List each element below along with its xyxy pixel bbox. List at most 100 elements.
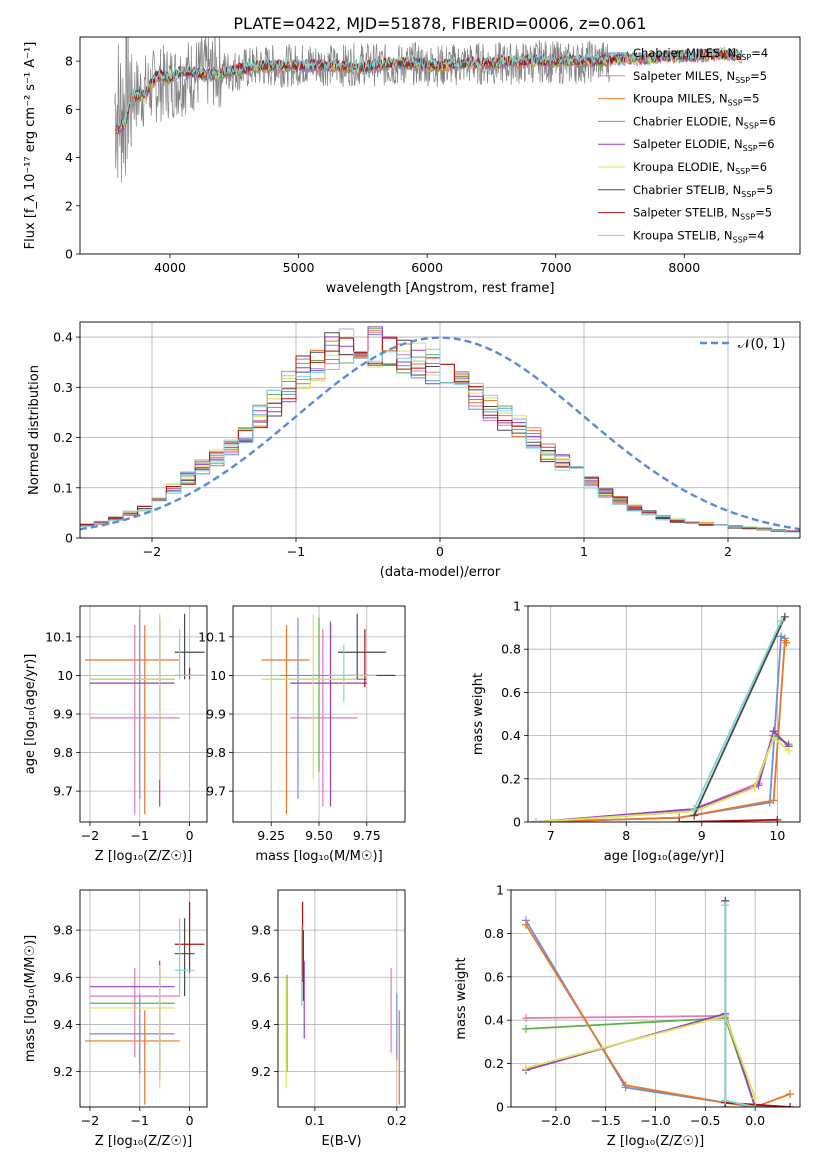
series-point-marker bbox=[777, 617, 786, 626]
x-tick-label: 0.1 bbox=[305, 1113, 325, 1128]
legend-subscript: SSP bbox=[735, 167, 750, 176]
y-tick-label: 0 bbox=[65, 247, 73, 262]
y-tick-label: 9.9 bbox=[53, 707, 73, 722]
y-tick-label: 9.9 bbox=[206, 707, 226, 722]
series-point-marker bbox=[675, 818, 684, 822]
x-axis-label: (data-model)/error bbox=[380, 565, 501, 580]
weight-series-line bbox=[535, 729, 790, 822]
weight-series-line bbox=[535, 634, 786, 822]
y-tick-label: 0.2 bbox=[53, 430, 73, 445]
y-tick-label: 1 bbox=[513, 599, 521, 614]
y-tick-label: 0 bbox=[513, 815, 521, 830]
legend-subscript: SSP bbox=[741, 190, 756, 199]
series-point-marker bbox=[531, 818, 540, 822]
y-tick-label: 0.4 bbox=[53, 330, 73, 345]
x-tick-label: 6000 bbox=[411, 260, 443, 275]
axes-frame bbox=[277, 889, 406, 1108]
histogram-steps bbox=[80, 348, 800, 533]
plot-area-weight-vs-age bbox=[531, 612, 793, 822]
y-tick-label: 0.4 bbox=[501, 728, 521, 743]
x-axis-label: age [log₁₀(age/yr)] bbox=[604, 849, 725, 864]
y-tick-label: 10.1 bbox=[198, 629, 226, 644]
y-tick-label: 6 bbox=[65, 102, 73, 117]
y-axis-label: mass [log₁₀(M/M☉)] bbox=[23, 935, 38, 1062]
weight-series-line bbox=[525, 1015, 726, 1019]
y-tick-label: 0.6 bbox=[501, 685, 521, 700]
x-tick-label: 9.75 bbox=[353, 828, 381, 843]
plot-area-mass-vs-EBV bbox=[285, 901, 400, 1105]
series-point-marker bbox=[769, 733, 778, 742]
x-tick-label: 0 bbox=[186, 828, 194, 843]
series-point-marker bbox=[751, 1103, 760, 1107]
y-tick-label: 8 bbox=[65, 54, 73, 69]
legend-label: Salpeter ELODIE, NSSP=6 bbox=[633, 137, 775, 153]
y-tick-label: 9.8 bbox=[53, 923, 73, 938]
y-tick-label: 9.2 bbox=[53, 1064, 73, 1079]
plot-area-age-vs-Z bbox=[84, 609, 205, 815]
axes-frame bbox=[79, 605, 208, 823]
plot-area-mass-vs-Z bbox=[84, 901, 205, 1105]
panel-age-vs-mass: 9.25 9.50 9.75 9.7 9.8 9.9 10 10.1 mass [log₁₀(M… bbox=[198, 605, 406, 864]
x-tick-label: 2 bbox=[724, 544, 732, 559]
legend-suffix: =4 bbox=[748, 228, 765, 242]
y-tick-label: 9.7 bbox=[206, 784, 226, 799]
x-tick-label: 0.0 bbox=[745, 1113, 765, 1128]
x-tick-label: 4000 bbox=[154, 260, 186, 275]
y-tick-label: 9.7 bbox=[53, 784, 73, 799]
y-tick-label: 1 bbox=[496, 883, 504, 898]
x-axis-label: wavelength [Angstrom, rest frame] bbox=[326, 281, 555, 296]
y-tick-label: 0.8 bbox=[484, 926, 504, 941]
y-tick-label: 9.4 bbox=[251, 1017, 271, 1032]
series-point-marker bbox=[521, 1014, 530, 1023]
y-tick-label: 9.8 bbox=[53, 745, 73, 760]
series-point-marker bbox=[777, 632, 786, 641]
y-tick-label: 0 bbox=[496, 1100, 504, 1115]
legend-subscript: SSP bbox=[744, 121, 759, 130]
y-axis-label: Normed distribution bbox=[27, 365, 42, 495]
x-tick-label: 8 bbox=[622, 828, 630, 843]
x-tick-label: −2 bbox=[81, 1113, 99, 1128]
series-point-marker bbox=[773, 815, 782, 822]
y-axis-label: mass weight bbox=[454, 957, 469, 1039]
weight-series-line bbox=[535, 638, 788, 822]
x-tick-label: 9.50 bbox=[305, 828, 333, 843]
y-tick-label: 0.1 bbox=[53, 480, 73, 495]
weight-series-line bbox=[525, 1014, 757, 1099]
weight-series-line bbox=[535, 729, 790, 822]
legend-suffix: =4 bbox=[751, 46, 768, 60]
x-tick-label: −2 bbox=[81, 828, 99, 843]
axes-frame bbox=[79, 889, 208, 1108]
x-axis-label: Z [log₁₀(Z/Z☉)] bbox=[607, 1134, 704, 1149]
x-tick-label: −1 bbox=[131, 828, 149, 843]
weight-series-line bbox=[693, 616, 786, 816]
x-tick-label: 5000 bbox=[283, 260, 315, 275]
legend-suffix: =5 bbox=[756, 183, 773, 197]
x-tick-label: 9 bbox=[698, 828, 706, 843]
panel-spectrum: 4000 5000 6000 7000 8000 0 2 4 6 8 wavelength [Ang… bbox=[23, 36, 801, 296]
x-tick-label: 1 bbox=[580, 544, 588, 559]
legend-suffix: =5 bbox=[743, 92, 760, 106]
figure-title: PLATE=0422, MJD=51878, FIBERID=0006, z=0… bbox=[233, 14, 646, 33]
weight-series-line bbox=[525, 919, 790, 1107]
y-tick-label: 4 bbox=[65, 150, 73, 165]
weight-series-line bbox=[724, 905, 756, 1107]
legend-suffix: =6 bbox=[750, 160, 767, 174]
y-tick-label: 0.4 bbox=[484, 1013, 504, 1028]
legend-label: Kroupa ELODIE, NSSP=6 bbox=[633, 160, 767, 176]
panel-residuals: −2 −1 0 1 2 0 0.1 0.2 0.3 0.4 (data-model)/error No… bbox=[27, 321, 801, 580]
x-tick-label: −2.0 bbox=[541, 1113, 571, 1128]
y-tick-label: 10 bbox=[210, 668, 226, 683]
series-point-marker bbox=[721, 1096, 730, 1105]
y-axis-label: mass weight bbox=[471, 673, 486, 755]
legend-label: Kroupa STELIB, NSSP=4 bbox=[633, 228, 764, 244]
panel-mass-vs-EBV: 0.1 0.2 9.2 9.4 9.6 9.8 E(B-V) bbox=[251, 889, 407, 1149]
y-tick-label: 0.6 bbox=[484, 969, 504, 984]
y-tick-label: 0.3 bbox=[53, 380, 73, 395]
series-point-marker bbox=[750, 783, 759, 792]
series-point-marker bbox=[521, 920, 530, 929]
model-spectrum-line bbox=[115, 47, 742, 134]
axes-frame bbox=[510, 889, 801, 1108]
y-tick-label: 9.6 bbox=[251, 970, 271, 985]
x-tick-label: −0.5 bbox=[690, 1113, 720, 1128]
